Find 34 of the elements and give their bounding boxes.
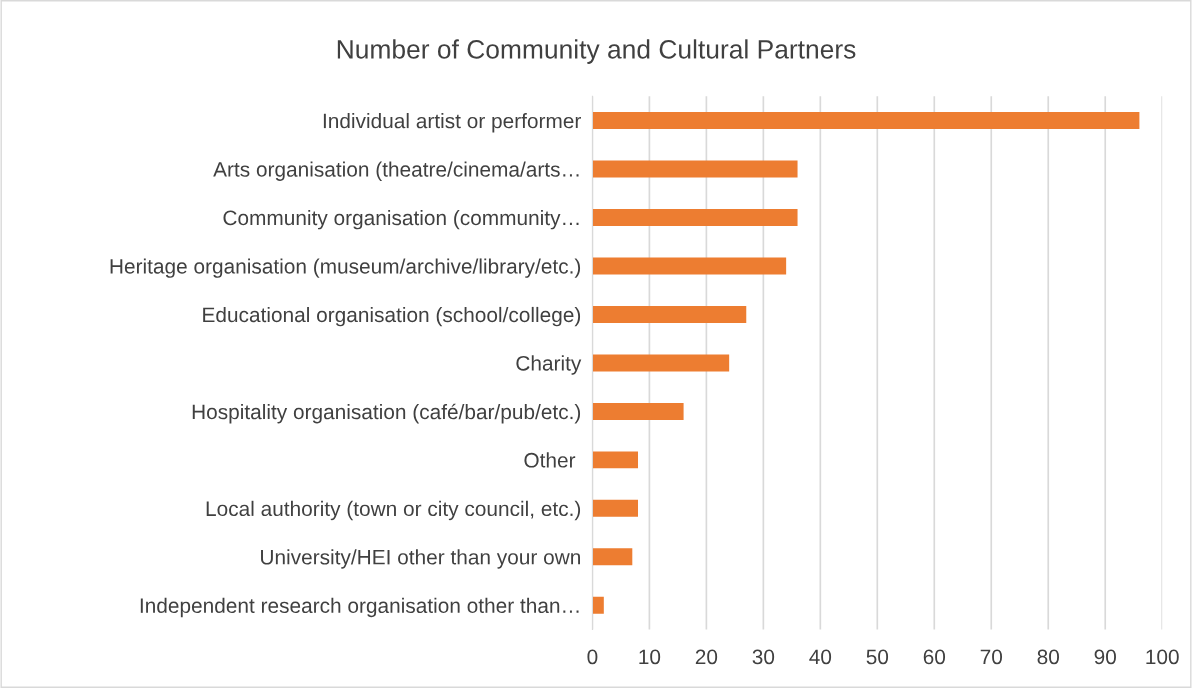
y-tick-label: Hospitality organisation (café/bar/pub/etc.)	[192, 403, 581, 424]
bar	[592, 305, 747, 323]
x-tick-label: 90	[1094, 649, 1116, 665]
bar	[592, 596, 604, 614]
chart-title: Number of Community and Cultural Partners	[337, 39, 856, 64]
x-tick-label: 0	[587, 649, 598, 665]
x-tick-label: 50	[866, 649, 889, 665]
y-tick-label: Arts organisation (theatre/cinema/arts…	[213, 161, 579, 181]
x-tick-label: 20	[695, 649, 718, 665]
y-tick-label: Educational organisation (school/college)	[203, 306, 581, 327]
bar	[592, 499, 639, 517]
y-tick-label: Community organisation (community…	[223, 209, 579, 230]
y-tick-label: Independent research organisation other than…	[140, 597, 579, 618]
y-tick-label: Local authority (town or city council, etc.)	[206, 500, 581, 521]
y-tick-label: Individual artist or performer	[323, 113, 581, 133]
bar	[592, 451, 639, 469]
x-tick-label: 60	[923, 649, 946, 665]
bar	[592, 209, 798, 226]
x-tick-label: 70	[980, 649, 1003, 665]
bar	[592, 548, 633, 566]
bar	[592, 160, 798, 178]
x-tick-label: 100	[1146, 649, 1179, 665]
bar	[592, 402, 684, 420]
y-tick-label: Heritage organisation (museum/archive/library/etc.)	[110, 258, 581, 278]
bar	[592, 354, 730, 372]
bar	[592, 112, 1140, 130]
x-tick-label: 40	[809, 649, 832, 665]
y-tick-label: Other	[524, 452, 576, 468]
bar	[592, 257, 787, 275]
x-tick-label: 30	[752, 649, 775, 665]
x-tick-label: 80	[1037, 649, 1060, 665]
y-tick-label: University/HEI other than your own	[261, 549, 580, 569]
x-tick-label: 10	[639, 649, 661, 665]
y-tick-label: Charity	[516, 355, 582, 375]
